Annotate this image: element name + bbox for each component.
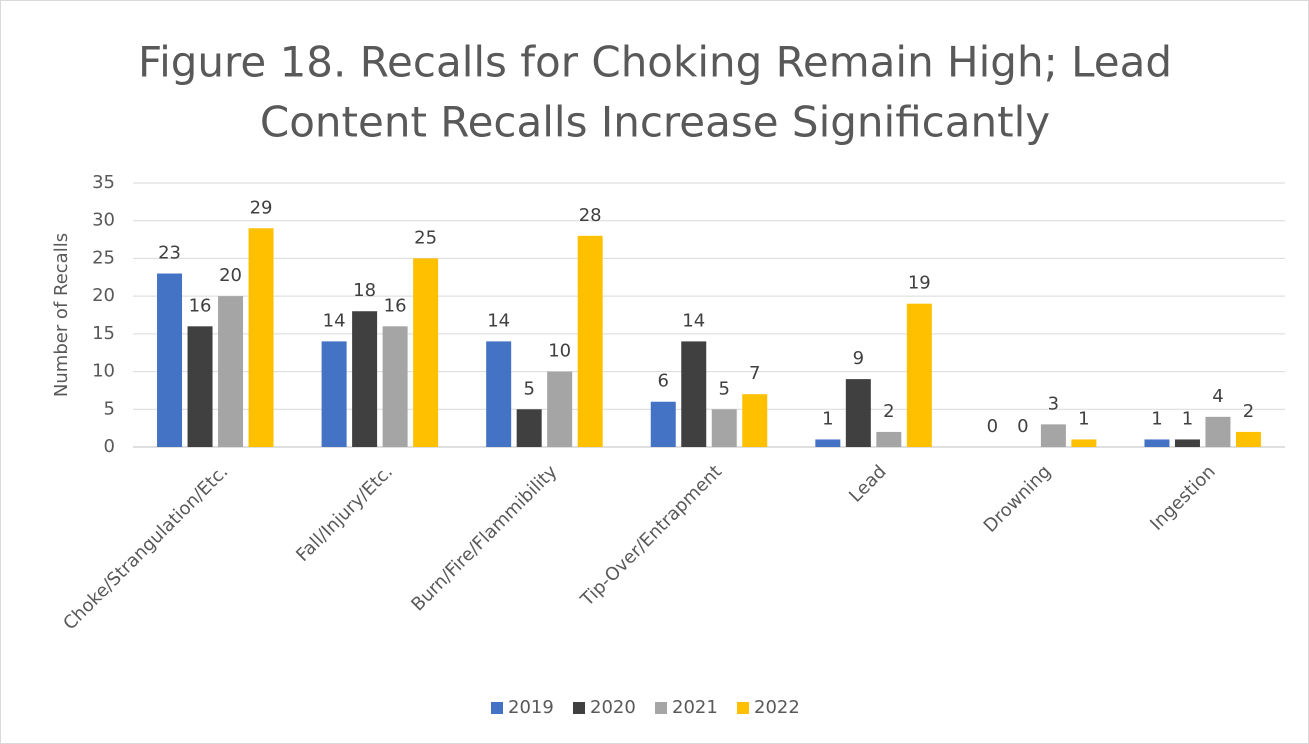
legend-swatch — [573, 702, 585, 714]
data-label: 7 — [749, 363, 760, 384]
bar — [187, 326, 213, 447]
data-label: 10 — [548, 341, 571, 362]
data-label: 29 — [250, 197, 273, 218]
data-label: 9 — [853, 348, 864, 369]
y-tick-label: 15 — [92, 323, 115, 344]
data-label: 4 — [1212, 386, 1223, 407]
data-label: 28 — [579, 205, 602, 226]
chart-title: Content Recalls Increase Significantly — [260, 98, 1050, 147]
data-label: 14 — [323, 310, 346, 331]
bar — [906, 303, 932, 447]
bar — [1174, 439, 1200, 447]
legend-label: 2020 — [590, 697, 636, 718]
bar — [711, 409, 737, 447]
data-label: 16 — [384, 295, 407, 316]
legend-label: 2022 — [754, 697, 800, 718]
bar — [815, 439, 841, 447]
y-tick-label: 5 — [104, 398, 115, 419]
data-label: 0 — [987, 416, 998, 437]
data-label: 1 — [822, 408, 833, 429]
bar — [650, 401, 676, 447]
data-label: 6 — [658, 371, 669, 392]
bar — [742, 394, 768, 447]
data-label: 19 — [908, 273, 931, 294]
bar — [1144, 439, 1170, 447]
data-label: 5 — [719, 378, 730, 399]
bar — [218, 296, 244, 447]
y-tick-label: 30 — [92, 210, 115, 231]
bar — [516, 409, 542, 447]
y-axis-label: Number of Recalls — [51, 233, 72, 397]
bar — [876, 431, 902, 447]
chart-title: Figure 18. Recalls for Choking Remain Hi… — [138, 38, 1172, 87]
legend-swatch — [737, 702, 749, 714]
bar — [321, 341, 347, 447]
data-label: 14 — [682, 310, 705, 331]
bar — [382, 326, 408, 447]
y-tick-label: 35 — [92, 172, 115, 193]
data-label: 0 — [1017, 416, 1028, 437]
data-label: 1 — [1151, 408, 1162, 429]
data-label: 3 — [1048, 393, 1059, 414]
y-tick-label: 20 — [92, 285, 115, 306]
data-label: 16 — [189, 295, 212, 316]
legend-label: 2019 — [508, 697, 554, 718]
bar — [547, 371, 573, 447]
bar — [681, 341, 707, 447]
bar — [1235, 431, 1261, 447]
bar — [1071, 439, 1097, 447]
legend-swatch — [491, 702, 503, 714]
legend-swatch — [655, 702, 667, 714]
data-label: 1 — [1182, 408, 1193, 429]
bar — [486, 341, 512, 447]
y-tick-label: 0 — [104, 436, 115, 457]
data-label: 2 — [1243, 401, 1254, 422]
data-label: 20 — [219, 265, 242, 286]
y-tick-label: 10 — [92, 361, 115, 382]
bar — [157, 273, 183, 447]
bar — [413, 258, 439, 447]
data-label: 1 — [1078, 408, 1089, 429]
data-label: 14 — [487, 310, 510, 331]
data-label: 5 — [523, 378, 534, 399]
data-label: 23 — [158, 243, 181, 264]
bar — [352, 311, 378, 447]
data-label: 18 — [353, 280, 376, 301]
data-label: 2 — [883, 401, 894, 422]
bar — [1040, 424, 1066, 447]
bar — [845, 379, 871, 447]
y-tick-label: 25 — [92, 247, 115, 268]
bar — [248, 228, 274, 447]
bar — [1205, 416, 1231, 447]
data-label: 25 — [414, 227, 437, 248]
legend-label: 2021 — [672, 697, 718, 718]
bar — [577, 235, 603, 447]
